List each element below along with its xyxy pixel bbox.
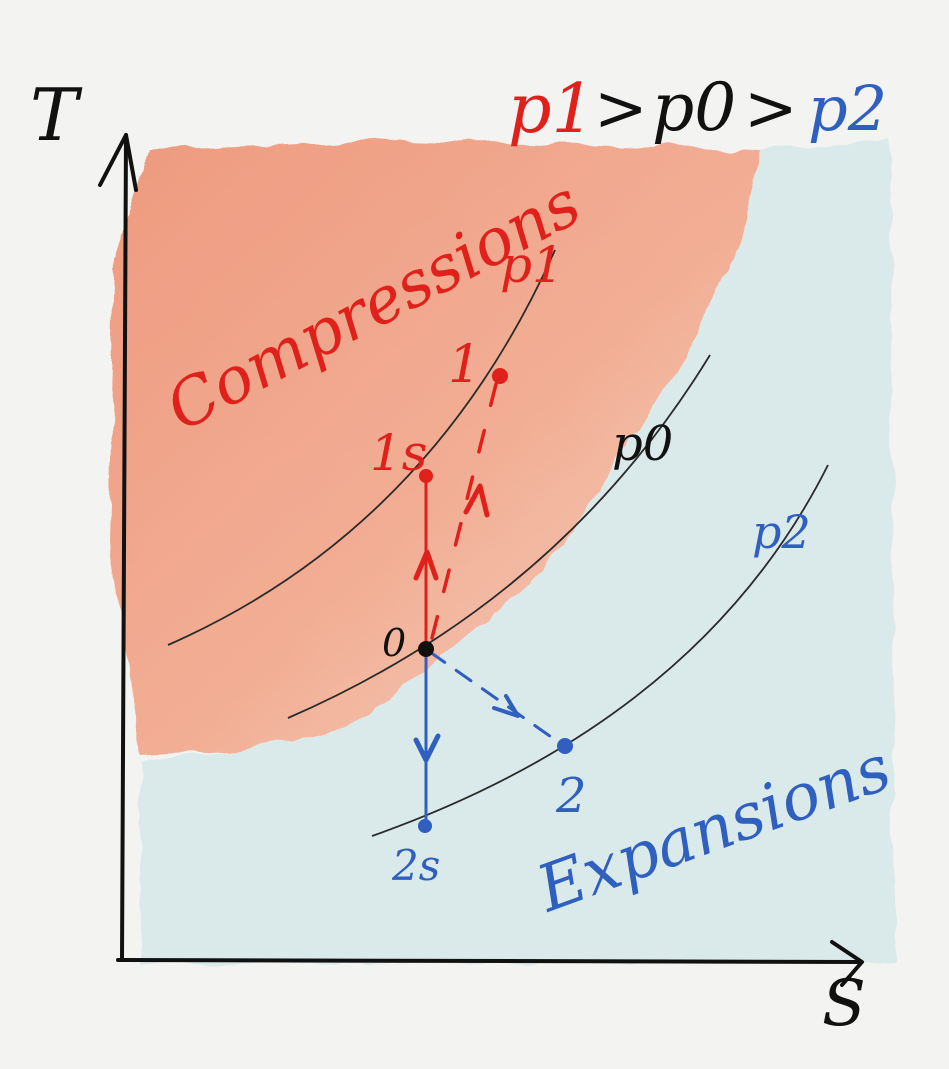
relation-gt-1: > — [594, 72, 648, 146]
isobar-p2-label: p2 — [752, 505, 811, 559]
point-2-marker — [557, 738, 573, 754]
isobar-p2 — [371, 464, 829, 837]
point-2s-label: 2s — [391, 841, 440, 890]
x-axis-label: S — [822, 967, 866, 1041]
isentropic-expansion-arrow — [413, 733, 441, 763]
relation-p0: p0 — [652, 69, 736, 146]
axes — [98, 133, 864, 987]
expansion-region — [140, 140, 895, 965]
point-0-marker — [418, 641, 434, 657]
isobars — [167, 249, 829, 837]
real-expansion-line — [428, 650, 566, 748]
point-2-label: 2 — [555, 768, 587, 824]
point-1s-label: 1s — [370, 424, 427, 482]
pressure-relation: p1 > p0 > p2 — [508, 69, 887, 149]
isobar-p1 — [167, 249, 556, 646]
point-1-marker — [492, 368, 508, 384]
x-axis-arrowhead — [830, 940, 864, 987]
isobar-p1-label: p1 — [500, 236, 564, 294]
y-axis-arrowhead — [98, 133, 138, 192]
point-2s-marker — [418, 819, 432, 833]
point-0-label: 0 — [382, 621, 406, 665]
x-axis-line — [116, 958, 862, 964]
relation-gt-2: > — [744, 72, 798, 146]
y-axis-label: T — [30, 73, 83, 157]
isentropic-compression-arrow — [413, 549, 439, 581]
isobar-p0-label: p0 — [612, 416, 673, 472]
relation-p1: p1 — [508, 70, 595, 149]
point-1-label: 1 — [448, 335, 481, 395]
real-compression-arrow — [463, 483, 490, 518]
point-1s-marker — [419, 469, 433, 483]
isobar-p0 — [287, 354, 711, 719]
relation-p2: p2 — [808, 72, 887, 145]
real-expansion-arrow — [492, 694, 520, 718]
y-axis-line — [120, 133, 128, 962]
